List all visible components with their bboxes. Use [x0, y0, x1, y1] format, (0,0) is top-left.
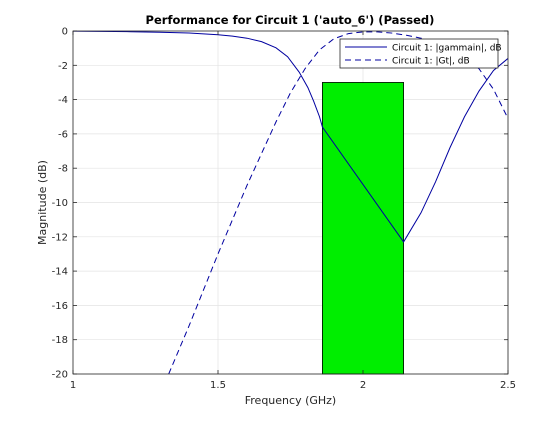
- y-tick-label-5: -10: [52, 198, 68, 209]
- y-tick-label-9: -18: [52, 335, 68, 346]
- legend-box: [339, 38, 499, 69]
- legend-label-gt: Circuit 1: |Gt|, dB: [392, 57, 470, 67]
- y-tick-label-10: -20: [52, 370, 68, 381]
- x-tick-label-2: 2: [360, 380, 366, 391]
- legend-label-gammain: Circuit 1: |gammain|, dB: [392, 44, 502, 54]
- y-tick-label-7: -14: [52, 267, 68, 278]
- y-tick-label-2: -4: [58, 95, 68, 106]
- goal-region-rect: [321, 82, 404, 375]
- series-layer: [73, 31, 508, 374]
- y-axis-label: Magnitude (dB): [36, 160, 49, 245]
- legend: Circuit 1: |gammain|, dB Circuit 1: |Gt|…: [339, 38, 502, 69]
- goal-region-layer: [321, 82, 404, 375]
- ticks: 1 1.5 2 2.5 0 -2 -4 -6 -8 -10 -12 -14 -16 -18 -20: [52, 27, 516, 392]
- y-tick-label-3: -6: [58, 129, 68, 140]
- chart-title: Performance for Circuit 1 ('auto_6') (Pa…: [146, 13, 435, 28]
- y-tick-label-8: -16: [52, 301, 68, 312]
- series-line-0: [73, 31, 508, 243]
- y-tick-label-1: -2: [58, 61, 68, 72]
- y-tick-label-6: -12: [52, 232, 68, 243]
- grid: [72, 30, 509, 375]
- y-tick-label-0: 0: [62, 27, 68, 38]
- x-tick-label-1: 1.5: [210, 380, 226, 391]
- x-axis-label: Frequency (GHz): [245, 394, 336, 407]
- x-tick-label-0: 1: [70, 380, 76, 391]
- x-tick-label-3: 2.5: [500, 380, 516, 391]
- y-tick-label-4: -8: [58, 164, 68, 175]
